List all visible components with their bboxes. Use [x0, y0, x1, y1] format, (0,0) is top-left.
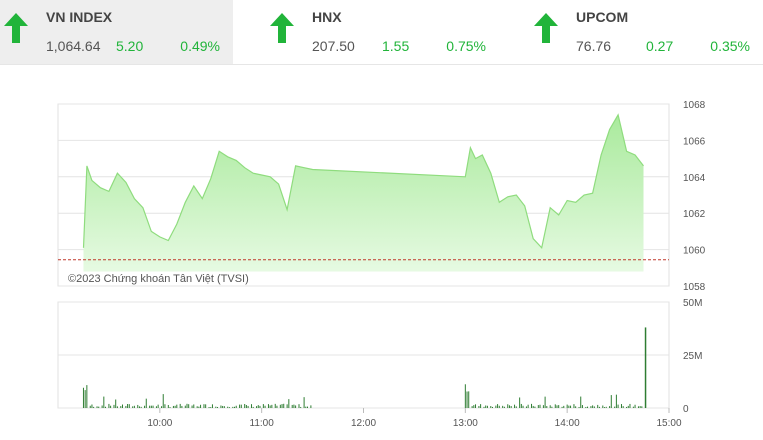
ticker-percent: 0.35% — [710, 38, 750, 54]
price-tick-label: 1064 — [683, 173, 706, 184]
ticker-change: 5.20 — [116, 38, 144, 54]
intraday-chart: 1068 1066 1064 1062 1060 1058 ©2023 Chứng kho… — [57, 100, 706, 429]
ticker-change: 0.27 — [646, 38, 674, 54]
time-tick-label: 13:00 — [453, 418, 478, 429]
ticker-hnx[interactable]: HNX 207.50 1.55 0.75% — [266, 0, 499, 64]
price-tick-label: 1066 — [683, 136, 706, 147]
ticker-percent: 0.49% — [180, 38, 220, 54]
ticker-last: 1,064.64 — [46, 38, 101, 54]
volume-tick-label: 0 — [683, 404, 689, 415]
up-arrow-icon — [534, 13, 558, 43]
volume-tick-label: 50M — [683, 298, 702, 309]
volume-tick-label: 25M — [683, 351, 702, 362]
price-tick-label: 1068 — [683, 100, 706, 111]
up-arrow-icon — [4, 13, 28, 43]
price-tick-label: 1058 — [683, 282, 706, 293]
time-tick-label: 14:00 — [555, 418, 580, 429]
ticker-name: UPCOM — [576, 9, 629, 25]
price-area-fill — [83, 114, 644, 272]
price-tick-label: 1060 — [683, 246, 706, 257]
price-tick-label: 1062 — [683, 209, 706, 220]
time-tick-label: 10:00 — [147, 418, 172, 429]
ticker-name: VN INDEX — [46, 9, 113, 25]
price-line — [82, 113, 644, 250]
time-tick-label: 12:00 — [351, 418, 376, 429]
ticker-percent: 0.75% — [446, 38, 486, 54]
ticker-last: 76.76 — [576, 38, 612, 54]
index-ticker-bar: VN INDEX 1,064.64 5.20 0.49% HNX 207.50 … — [0, 0, 763, 65]
up-arrow-icon — [270, 13, 294, 43]
time-tick-label: 11:00 — [250, 418, 275, 429]
ticker-change: 1.55 — [382, 38, 410, 54]
ticker-name: HNX — [312, 9, 342, 25]
intraday-chart-area: 1068 1066 1064 1062 1060 1058 ©2023 Chứng kho… — [0, 64, 763, 440]
ticker-last: 207.50 — [312, 38, 355, 54]
time-tick-label: 15:00 — [656, 418, 681, 429]
ticker-vn-index[interactable]: VN INDEX 1,064.64 5.20 0.49% — [0, 0, 233, 64]
ticker-upcom[interactable]: UPCOM 76.76 0.27 0.35% — [530, 0, 763, 64]
chart-copyright: ©2023 Chứng khoán Tân Việt (TVSI) — [68, 273, 249, 285]
